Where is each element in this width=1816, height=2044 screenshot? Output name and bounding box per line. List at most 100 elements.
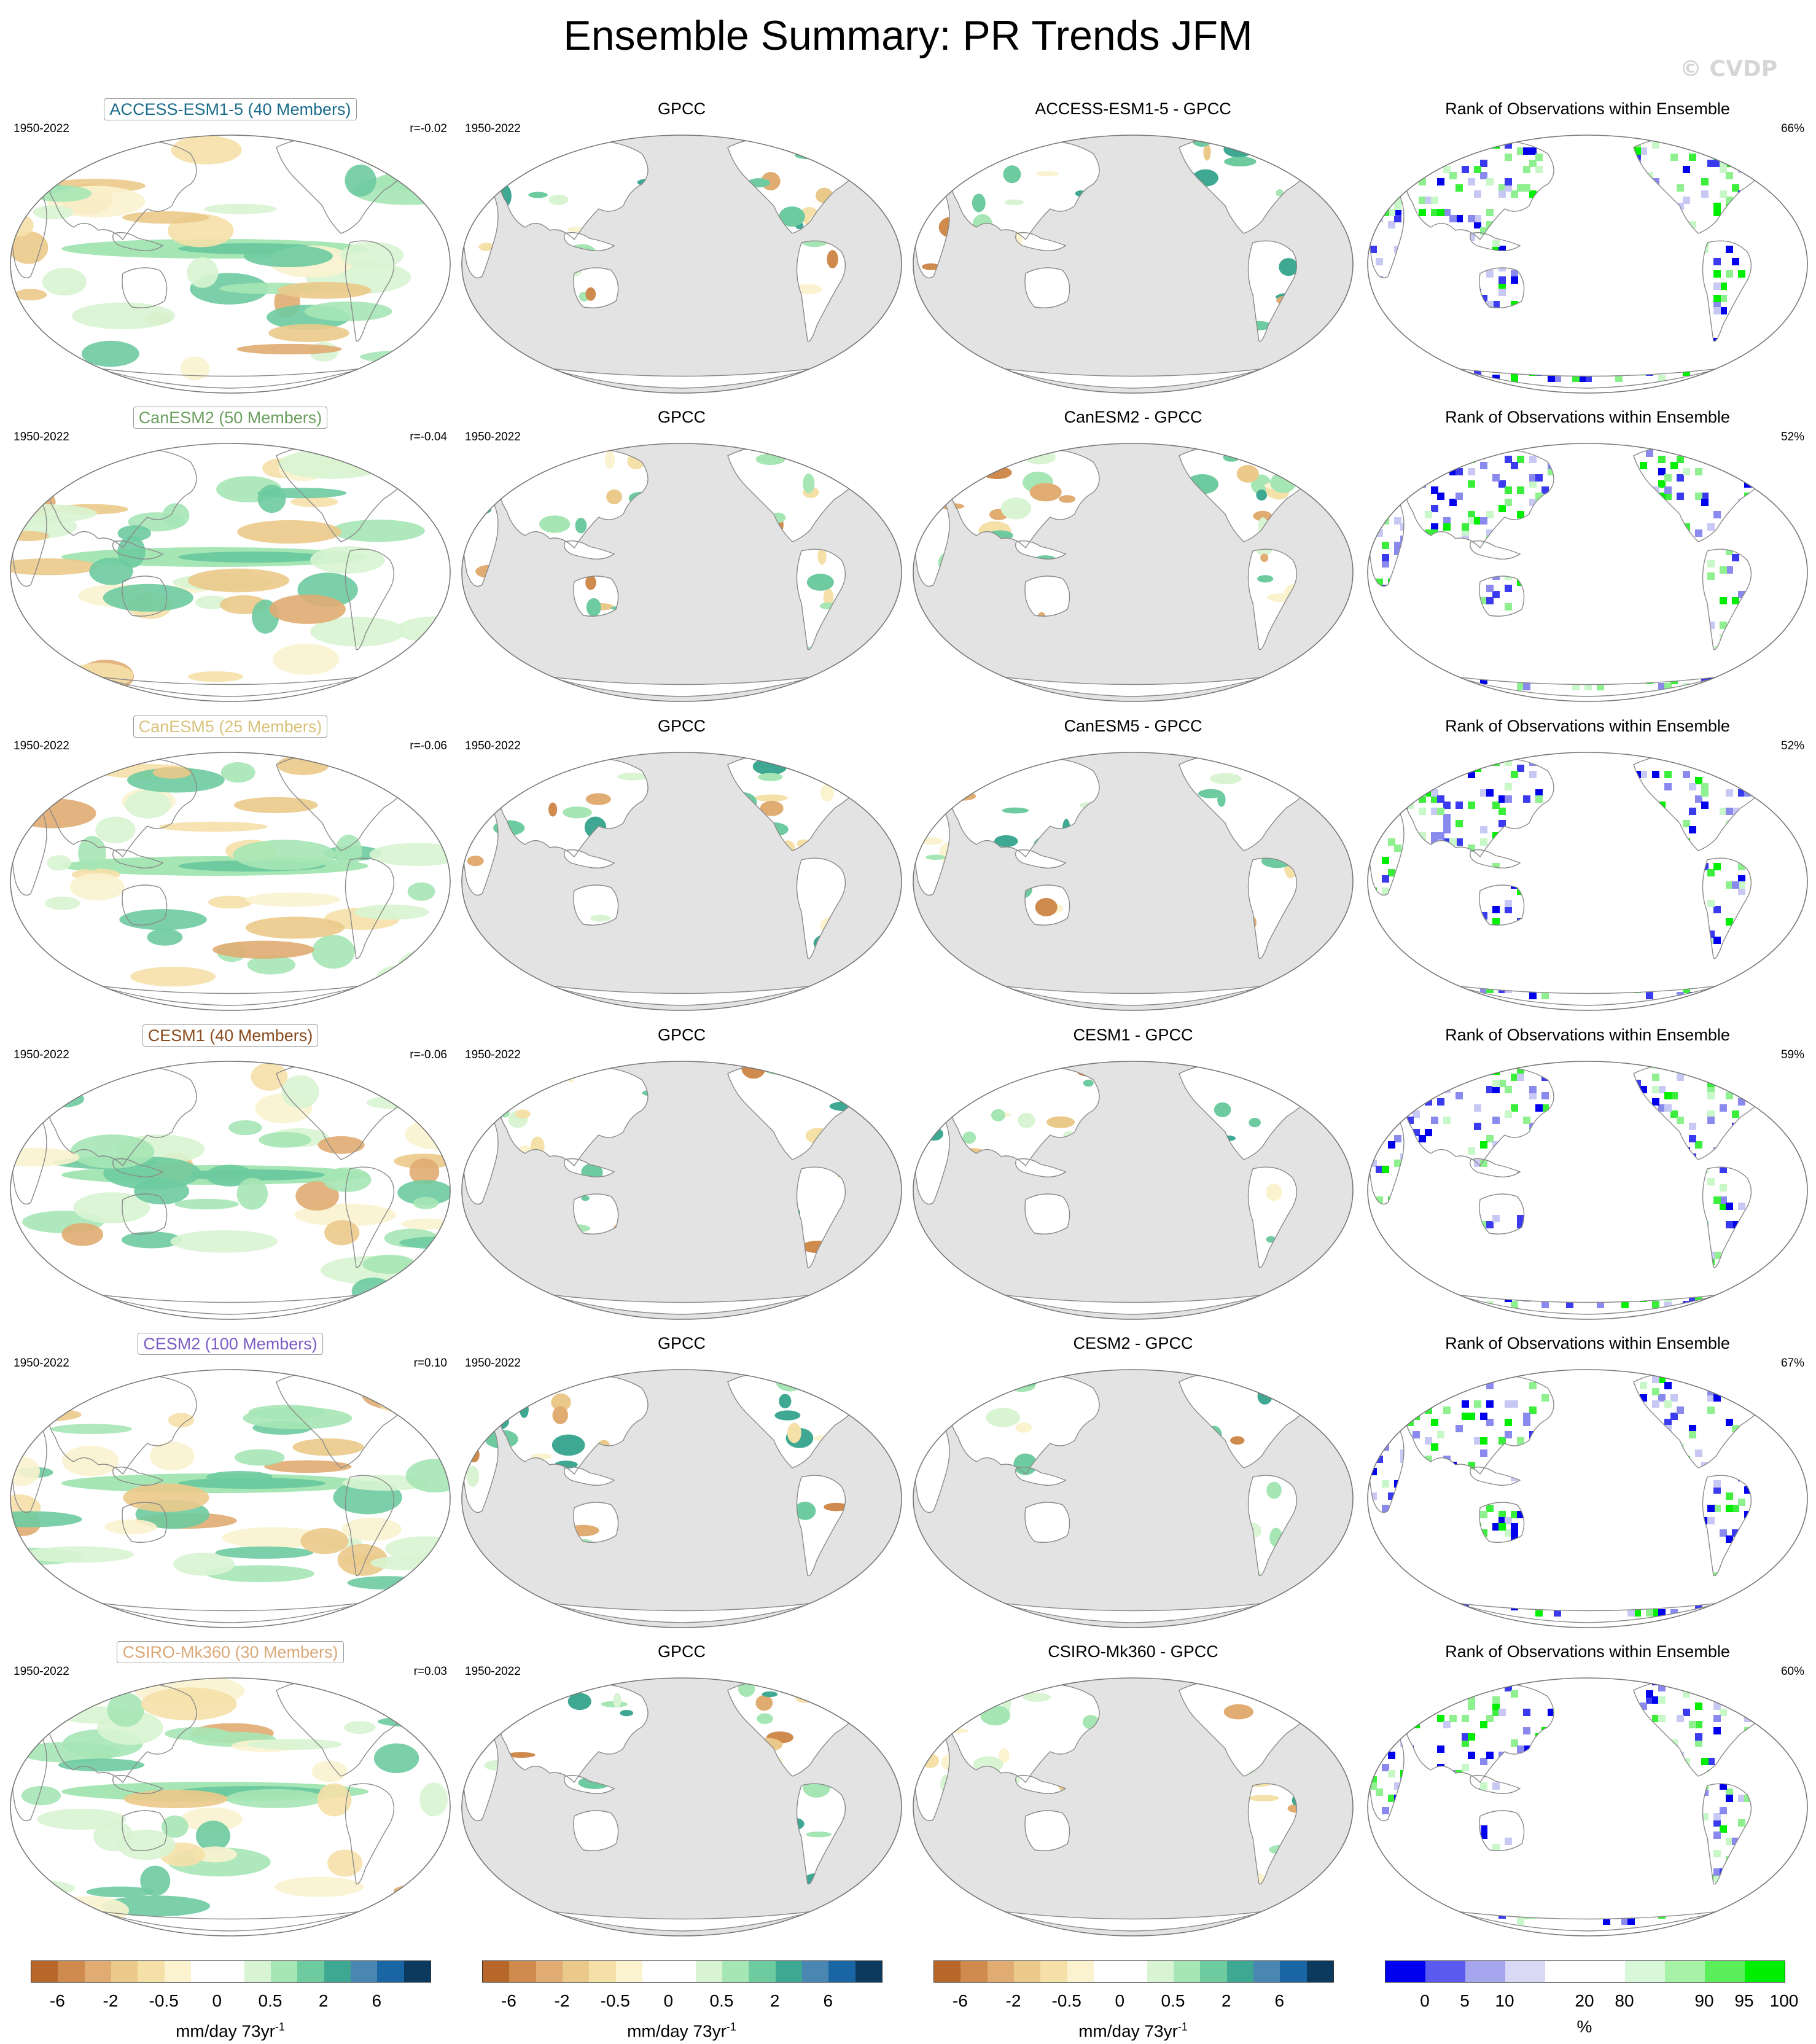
trend-blob bbox=[247, 955, 296, 975]
rank-cell bbox=[1695, 1739, 1702, 1747]
trend-blob bbox=[277, 281, 372, 299]
trend-blob bbox=[994, 835, 1018, 848]
rank-cell bbox=[1443, 826, 1451, 833]
rank-cell bbox=[1732, 160, 1739, 167]
rank-cell bbox=[1726, 992, 1733, 999]
rank-cell bbox=[1713, 1850, 1721, 1857]
colorbar-swatch bbox=[669, 1961, 696, 1982]
coastline-antarctica-edge bbox=[1000, 985, 1266, 1006]
rank-cell bbox=[1799, 1289, 1807, 1296]
trend-blob bbox=[66, 663, 134, 688]
colorbar-swatch bbox=[1067, 1961, 1094, 1982]
rank-cell bbox=[1756, 671, 1764, 678]
rank-cell bbox=[1368, 752, 1371, 754]
rank-cell bbox=[1431, 505, 1438, 512]
rank-cell bbox=[1621, 1049, 1629, 1056]
trend-blob bbox=[875, 752, 890, 764]
trend-blob bbox=[187, 568, 290, 593]
trend-blob bbox=[380, 1396, 426, 1413]
coastline-maritime-continent bbox=[1470, 540, 1521, 560]
rank-cell bbox=[1462, 529, 1469, 537]
rank-cell bbox=[1486, 1505, 1494, 1512]
rank-cell bbox=[1474, 1061, 1481, 1063]
trend-blob bbox=[341, 1517, 402, 1541]
trend-blob bbox=[1002, 807, 1029, 814]
rank-cell bbox=[1806, 1067, 1807, 1075]
trend-blob bbox=[58, 1758, 145, 1772]
rank-cell bbox=[1726, 246, 1733, 253]
rank-cell bbox=[1806, 1474, 1807, 1481]
trend-blob bbox=[1312, 1084, 1337, 1096]
rank-cell bbox=[1658, 456, 1666, 463]
rank-cell bbox=[1695, 1733, 1702, 1741]
map-ocean bbox=[10, 1061, 450, 1319]
rank-cell bbox=[1370, 1905, 1377, 1913]
rank-cell bbox=[1720, 123, 1727, 130]
rank-cell bbox=[1787, 943, 1795, 950]
rank-cell bbox=[1713, 258, 1721, 265]
rank-cell bbox=[1781, 1572, 1788, 1580]
colorbar-swatch bbox=[562, 1961, 590, 1982]
rank-cell bbox=[1443, 759, 1451, 766]
rank-cell bbox=[1726, 918, 1733, 926]
rank-cell bbox=[1449, 141, 1457, 149]
coastline-maritime-continent bbox=[1470, 1466, 1521, 1486]
colorbar-swatch bbox=[1385, 1961, 1425, 1982]
rank-cell bbox=[1713, 1061, 1721, 1063]
rank-cell bbox=[1670, 443, 1678, 451]
rank-cell bbox=[1462, 1764, 1469, 1771]
rank-cell bbox=[1370, 1141, 1377, 1149]
rank-cell bbox=[1486, 443, 1494, 445]
rank-cell bbox=[1713, 283, 1721, 290]
colorbar-swatch bbox=[695, 1961, 722, 1982]
coastline-australia bbox=[122, 575, 168, 617]
rank-cell bbox=[1732, 135, 1739, 142]
rank-cell bbox=[1505, 1110, 1512, 1118]
rank-cell bbox=[1799, 154, 1807, 161]
rank-cell bbox=[1732, 777, 1739, 784]
trend-blob bbox=[18, 1742, 120, 1763]
rank-cell bbox=[1529, 771, 1537, 778]
rank-cell bbox=[1468, 1703, 1475, 1710]
trend-blob bbox=[567, 1693, 591, 1710]
rank-cell bbox=[1368, 1566, 1371, 1574]
rank-cell bbox=[1462, 456, 1469, 463]
trend-blob bbox=[606, 489, 623, 505]
coastline-australia bbox=[1024, 884, 1070, 926]
rank-cell bbox=[1799, 344, 1807, 351]
obs-title: GPCC bbox=[657, 1334, 706, 1352]
trend-blob bbox=[310, 617, 405, 647]
trend-blob bbox=[1223, 1704, 1253, 1720]
rank-cell bbox=[1370, 980, 1377, 987]
coastline-australia bbox=[122, 1810, 168, 1851]
rank-cell bbox=[1517, 765, 1524, 772]
rank-cell bbox=[1370, 246, 1377, 253]
rank-cell bbox=[1425, 443, 1432, 445]
trend-blob bbox=[980, 1705, 1011, 1726]
rank-cell bbox=[1726, 1788, 1733, 1796]
rank-cell bbox=[1597, 1049, 1604, 1056]
rank-cell bbox=[1793, 1560, 1801, 1567]
rank-cell bbox=[1806, 1209, 1807, 1216]
rank-cell bbox=[1388, 1597, 1395, 1604]
rank-cell bbox=[1664, 1419, 1672, 1426]
coastline-australia bbox=[122, 267, 168, 308]
trend-blob bbox=[1015, 1370, 1041, 1387]
rank-cell bbox=[1382, 1597, 1389, 1604]
rank-cell bbox=[1806, 313, 1807, 321]
colorbar-trend-3: -6 -2 -0.5 0 0.5 2 6 mm/day 73yr-1 bbox=[933, 1960, 1334, 2040]
rank-cell bbox=[1394, 759, 1401, 766]
rank-cell bbox=[1382, 857, 1389, 864]
trend-blob bbox=[123, 1483, 209, 1512]
rank-cell bbox=[1726, 172, 1733, 179]
rank-cell bbox=[1652, 1061, 1659, 1063]
trend-blob bbox=[369, 843, 450, 867]
trend-blob bbox=[206, 1471, 273, 1483]
trend-blob bbox=[1256, 489, 1268, 501]
coastline-south-america bbox=[1247, 240, 1298, 342]
rank-cell bbox=[1763, 1080, 1770, 1087]
rank-cell bbox=[1523, 795, 1530, 803]
rank-cell bbox=[1431, 1289, 1438, 1296]
trend-blob bbox=[469, 504, 492, 515]
coastline-south-america bbox=[1247, 1783, 1298, 1885]
